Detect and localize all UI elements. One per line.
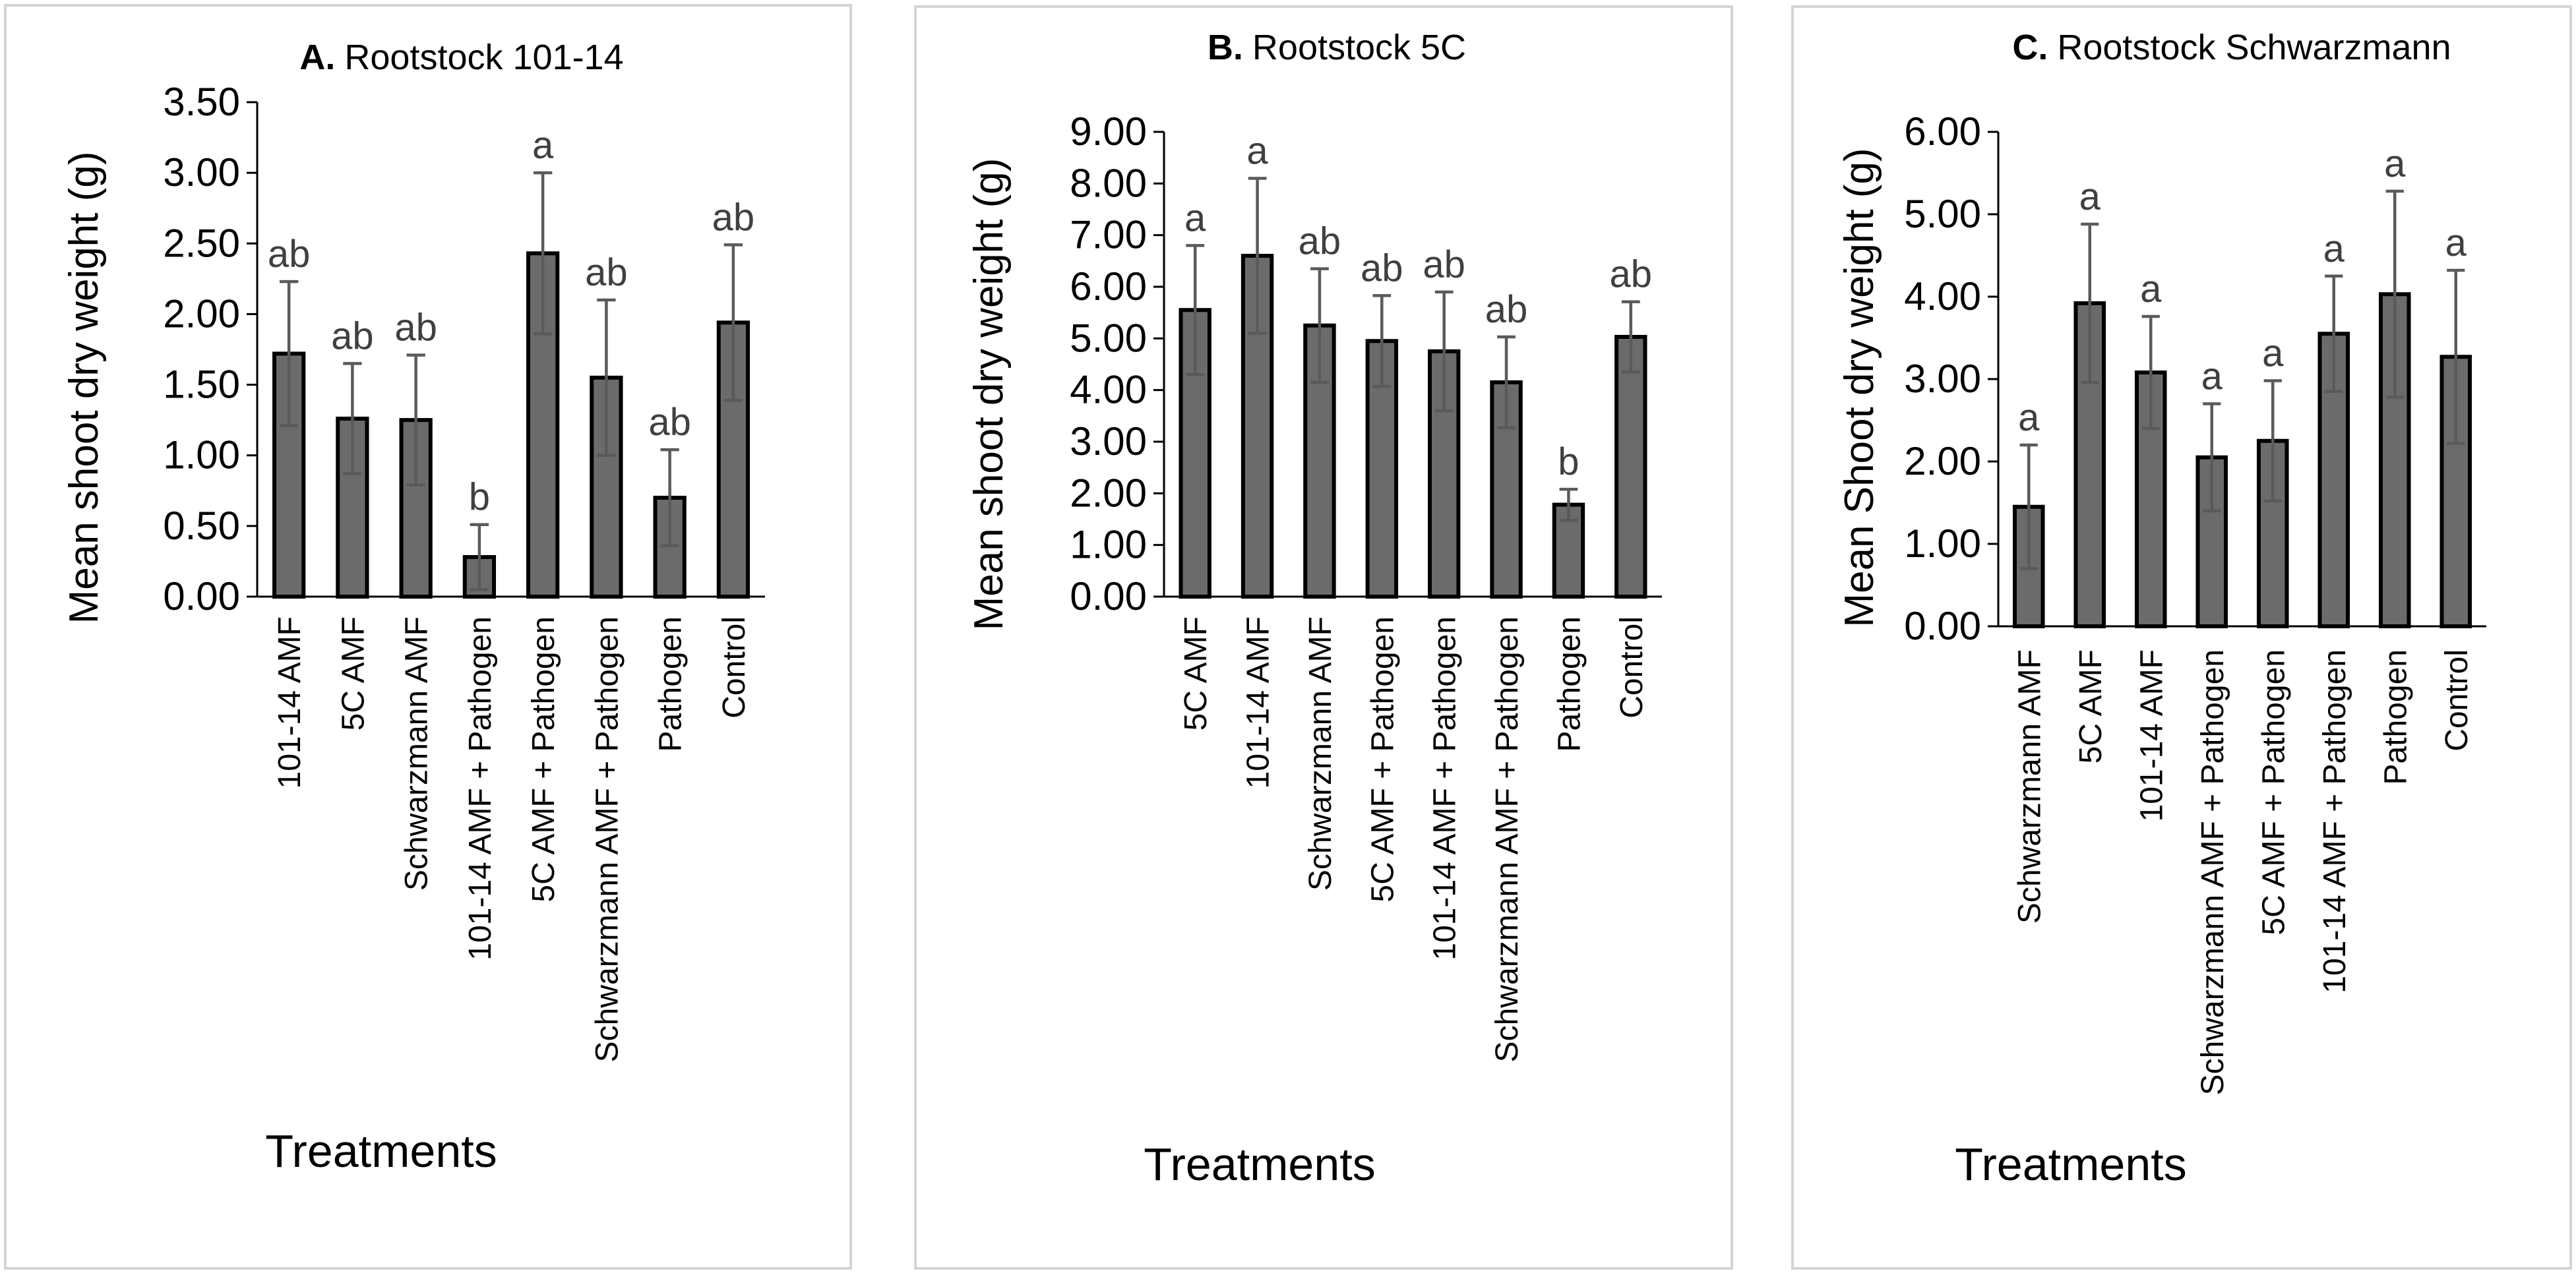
panel-b-y-tick-label: 8.00: [1070, 161, 1147, 205]
panel-c-title: C. Rootstock Schwarzmann: [2012, 28, 2451, 67]
panel-c-significance-label: a: [2384, 142, 2406, 185]
panel-b-y-tick-label: 5.00: [1070, 316, 1147, 360]
panel-a-category-label: 101-14 AMF: [272, 616, 307, 788]
panel-b-significance-label: ab: [1485, 288, 1528, 331]
panel-b-category-label: Control: [1614, 616, 1649, 719]
panel-c-title-text: Rootstock Schwarzmann: [2057, 28, 2451, 67]
panel-a-title-prefix: A.: [299, 38, 335, 77]
panel-b-significance-label: b: [1558, 440, 1579, 483]
panel-c-significance-label: a: [2079, 175, 2101, 218]
panel-c-significance-label: a: [2262, 332, 2284, 375]
panel-c-y-tick-label: 4.00: [1904, 274, 1981, 318]
panel-b-y-tick-label: 1.00: [1070, 523, 1147, 567]
panel-c-y-tick-label: 1.00: [1904, 521, 1981, 566]
panel-c-y-axis-label: Mean Shoot dry weight (g): [1837, 148, 1882, 627]
panel-c-category-label: Pathogen: [2378, 649, 2413, 785]
panel-a-y-tick-label: 0.50: [163, 504, 240, 548]
panel-a-significance-label: ab: [648, 401, 691, 444]
panel-a-significance-label: ab: [712, 196, 755, 239]
panel-b-category-label: 5C AMF + Pathogen: [1365, 616, 1400, 903]
panel-a-y-tick-label: 1.00: [163, 433, 240, 477]
panel-b-category-label: Pathogen: [1552, 616, 1587, 752]
panel-b-y-axis-label: Mean shoot dry weight (g): [966, 158, 1012, 631]
panel-b-bar: [1614, 334, 1647, 599]
panel-a-title-text: Rootstock 101-14: [344, 38, 623, 77]
panel-c-significance-label: a: [2445, 222, 2467, 264]
panel-a-y-tick-label: 0.00: [163, 574, 240, 618]
panel-a: A. Rootstock 101-14 Mean shoot dry weight…: [4, 4, 852, 1270]
panel-a-category-label: Pathogen: [654, 616, 689, 752]
panel-a-frame: [4, 4, 852, 1270]
panel-a-significance-label: ab: [585, 251, 628, 294]
panel-b-y-tick-label: 7.00: [1070, 213, 1147, 257]
panel-b-title-text: Rootstock 5C: [1252, 28, 1466, 67]
panel-c-category-label: Schwarzmann AMF + Pathogen: [2195, 649, 2230, 1095]
panel-b-title-prefix: B.: [1208, 28, 1243, 67]
panel-c-category-label: 101-14 AMF: [2134, 649, 2169, 821]
panel-c-significance-label: a: [2140, 268, 2162, 311]
panel-b-significance-label: a: [1246, 130, 1268, 173]
panel-a-significance-label: ab: [331, 314, 374, 357]
panel-c-frame: [1791, 5, 2572, 1270]
panel-a-category-label: Schwarzmann AMF: [400, 616, 435, 891]
panel-c-category-label: 5C AMF + Pathogen: [2256, 649, 2291, 935]
panel-a-y-tick-label: 3.00: [163, 150, 240, 194]
panel-b-frame: [914, 5, 1733, 1270]
panel-b-significance-label: a: [1184, 196, 1206, 239]
panel-b-significance-label: ab: [1423, 243, 1465, 286]
panel-a-title: A. Rootstock 101-14: [299, 38, 623, 77]
panel-a-significance-label: b: [469, 476, 490, 519]
panel-c-title-prefix: C.: [2012, 28, 2048, 67]
panel-c-category-label: 5C AMF: [2073, 649, 2108, 763]
panel-a-category-label: Control: [717, 616, 752, 719]
panel-c-significance-label: a: [2323, 227, 2345, 270]
panel-a-category-label: Schwarzmann AMF + Pathogen: [590, 616, 625, 1062]
panel-a-category-label: 5C AMF + Pathogen: [526, 616, 561, 903]
panel-c-significance-label: a: [2201, 355, 2223, 398]
panel-c-y-tick-label: 0.00: [1904, 604, 1981, 648]
panel-a-y-tick-label: 1.50: [163, 363, 240, 407]
panel-b-bar: [1303, 323, 1336, 599]
panel-b-x-axis-label: Treatments: [1144, 1139, 1375, 1190]
panel-b-y-tick-label: 9.00: [1070, 109, 1147, 154]
panel-b-category-label: Schwarzmann AMF + Pathogen: [1490, 616, 1525, 1062]
panel-b-category-label: Schwarzmann AMF: [1303, 616, 1338, 891]
panel-a-significance-label: a: [532, 124, 554, 167]
panel-b-y-tick-label: 3.00: [1070, 419, 1147, 463]
panel-a-y-tick-label: 2.00: [163, 291, 240, 336]
panel-c-y-tick-label: 5.00: [1904, 192, 1981, 236]
panel-a-x-axis-label: Treatments: [265, 1125, 497, 1177]
panel-c-category-label: Control: [2439, 649, 2474, 752]
panel-a-category-label: 5C AMF: [336, 616, 371, 730]
panel-b-y-tick-label: 0.00: [1070, 574, 1147, 618]
panel-c-x-axis-label: Treatments: [1955, 1139, 2186, 1190]
panel-a-y-axis-label: Mean shoot dry weight (g): [61, 152, 107, 624]
panel-a-significance-label: ab: [394, 307, 437, 349]
panel-c-y-tick-label: 6.00: [1904, 109, 1981, 154]
panel-c-category-label: Schwarzmann AMF: [2012, 649, 2047, 924]
panel-c: C. Rootstock Schwarzmann Mean Shoot dry w…: [1791, 5, 2572, 1270]
panel-b-category-label: 101-14 AMF: [1241, 616, 1276, 788]
panel-c-significance-label: a: [2018, 396, 2040, 439]
panel-b-y-tick-label: 2.00: [1070, 471, 1147, 515]
panel-a-y-tick-label: 3.50: [163, 80, 240, 124]
panel-b-category-label: 5C AMF: [1179, 616, 1213, 730]
panel-b-y-tick-label: 4.00: [1070, 368, 1147, 412]
panel-b-significance-label: ab: [1610, 253, 1653, 296]
panel-c-y-tick-label: 3.00: [1904, 357, 1981, 401]
panel-a-y-tick-label: 2.50: [163, 221, 240, 265]
panel-c-category-label: 101-14 AMF + Pathogen: [2317, 649, 2352, 993]
panel-c-y-tick-label: 2.00: [1904, 439, 1981, 483]
panel-b-significance-label: ab: [1299, 220, 1341, 263]
panel-a-category-label: 101-14 AMF + Pathogen: [463, 616, 498, 961]
panel-b-title: B. Rootstock 5C: [1208, 28, 1466, 67]
panel-a-significance-label: ab: [268, 233, 311, 276]
panel-b-category-label: 101-14 AMF + Pathogen: [1428, 616, 1463, 961]
panel-b-significance-label: ab: [1361, 247, 1403, 289]
panel-b-y-tick-label: 6.00: [1070, 264, 1147, 309]
panel-b: B. Rootstock 5C Mean shoot dry weight (g)…: [914, 5, 1733, 1270]
